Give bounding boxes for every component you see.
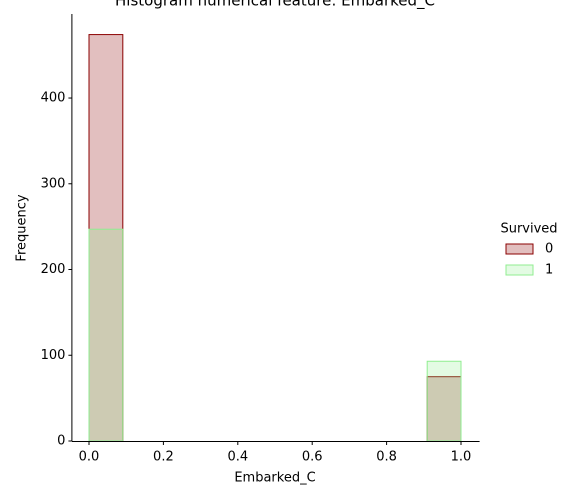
x-tick-label: 0.4 bbox=[227, 450, 248, 465]
legend-title: Survived bbox=[500, 222, 557, 237]
legend-label: 1 bbox=[545, 263, 553, 278]
x-tick-label: 0.2 bbox=[153, 450, 174, 465]
x-tick-label: 0.8 bbox=[376, 450, 397, 465]
legend-swatch bbox=[505, 264, 534, 276]
y-tick-label: 300 bbox=[41, 176, 66, 191]
histogram-bar bbox=[88, 228, 124, 442]
y-tick-label: 100 bbox=[41, 348, 66, 363]
legend-label: 0 bbox=[545, 242, 553, 257]
histogram-bar bbox=[426, 360, 462, 442]
histogram-bar bbox=[88, 34, 124, 442]
y-tick-label: 0 bbox=[57, 434, 65, 449]
chart-title: Histogram numerical feature: Embarked_C bbox=[115, 0, 435, 11]
y-axis-label: Frequency bbox=[15, 194, 30, 261]
histogram-bar bbox=[426, 376, 462, 442]
x-axis-label: Embarked_C bbox=[234, 471, 315, 486]
y-tick-label: 400 bbox=[41, 91, 66, 106]
y-tick-label: 200 bbox=[41, 262, 66, 277]
x-tick-label: 1.0 bbox=[451, 450, 472, 465]
legend-swatch bbox=[505, 243, 534, 255]
x-tick-label: 0.0 bbox=[79, 450, 100, 465]
x-tick-label: 0.6 bbox=[302, 450, 323, 465]
